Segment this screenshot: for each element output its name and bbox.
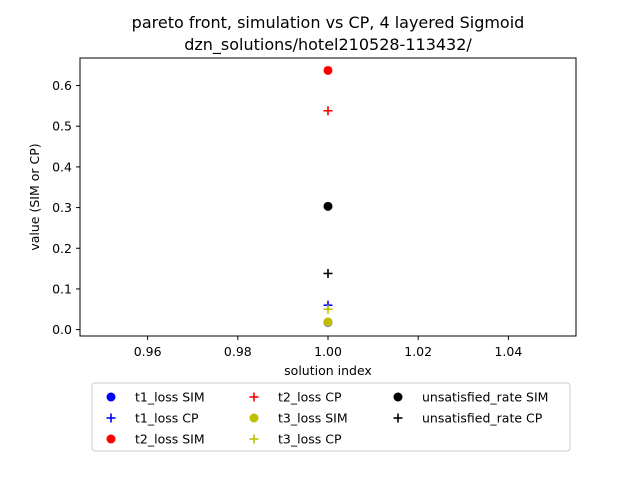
legend-marker-7 bbox=[393, 392, 403, 402]
plot-area: 0.96 0.98 1.00 1.02 1.04 0.00.10.20.30.40.50… bbox=[52, 57, 577, 359]
y-axis-ticks: 0.0 0.1 0.2 0.3 0.4 0.5 0.6 bbox=[52, 78, 80, 337]
x-tick-label: 1.00 bbox=[314, 344, 342, 359]
x-tick-label: 1.04 bbox=[494, 344, 522, 359]
y-axis-label: value (SIM or CP) bbox=[27, 143, 42, 250]
legend-label-1: t1_loss SIM bbox=[135, 390, 205, 405]
x-axis-ticks: 0.96 0.98 1.00 1.02 1.04 bbox=[134, 336, 522, 359]
x-axis-label: solution index bbox=[284, 363, 372, 378]
y-tick-label: 0.3 bbox=[52, 200, 72, 215]
legend-label-8: unsatisfied_rate CP bbox=[422, 411, 543, 426]
data-point-8 bbox=[323, 268, 333, 278]
legend-entries: t1_loss SIM t1_loss CP t2_loss SIM t2_loss … bbox=[106, 390, 548, 447]
legend-marker-6 bbox=[249, 434, 259, 444]
y-tick-label: 0.6 bbox=[52, 78, 72, 93]
legend-frame bbox=[91, 382, 571, 452]
legend-label-4: t2_loss CP bbox=[278, 390, 342, 405]
legend-label-6: t3_loss CP bbox=[278, 432, 342, 447]
legend-label-2: t1_loss CP bbox=[135, 411, 199, 426]
x-tick-label: 1.02 bbox=[404, 344, 432, 359]
legend: t1_loss SIM t1_loss CP t2_loss SIM t2_loss … bbox=[91, 382, 571, 452]
chart-subtitle: dzn_solutions/hotel210528-113432/ bbox=[184, 35, 472, 55]
y-tick-label: 0.1 bbox=[52, 281, 72, 296]
chart-title: pareto front, simulation vs CP, 4 layere… bbox=[132, 13, 525, 32]
y-tick-label: 0.0 bbox=[52, 322, 72, 337]
legend-label-3: t2_loss SIM bbox=[135, 432, 205, 447]
data-point-6 bbox=[323, 304, 333, 314]
x-tick-label: 0.96 bbox=[134, 344, 162, 359]
y-tick-label: 0.5 bbox=[52, 119, 72, 134]
legend-marker-5 bbox=[249, 413, 259, 423]
data-point-3 bbox=[323, 65, 333, 75]
plot-frame bbox=[79, 57, 577, 337]
legend-marker-3 bbox=[106, 434, 116, 444]
y-tick-label: 0.4 bbox=[52, 159, 72, 174]
data-point-7 bbox=[323, 201, 333, 211]
legend-marker-2 bbox=[106, 413, 116, 423]
data-point-4 bbox=[323, 106, 333, 116]
legend-marker-4 bbox=[249, 392, 259, 402]
legend-label-5: t3_loss SIM bbox=[278, 411, 348, 426]
x-tick-label: 0.98 bbox=[224, 344, 252, 359]
y-tick-label: 0.2 bbox=[52, 241, 72, 256]
legend-marker-1 bbox=[106, 392, 116, 402]
data-point-5 bbox=[323, 317, 333, 327]
data-markers bbox=[323, 65, 333, 327]
legend-label-7: unsatisfied_rate SIM bbox=[422, 390, 548, 405]
legend-marker-8 bbox=[393, 413, 403, 423]
